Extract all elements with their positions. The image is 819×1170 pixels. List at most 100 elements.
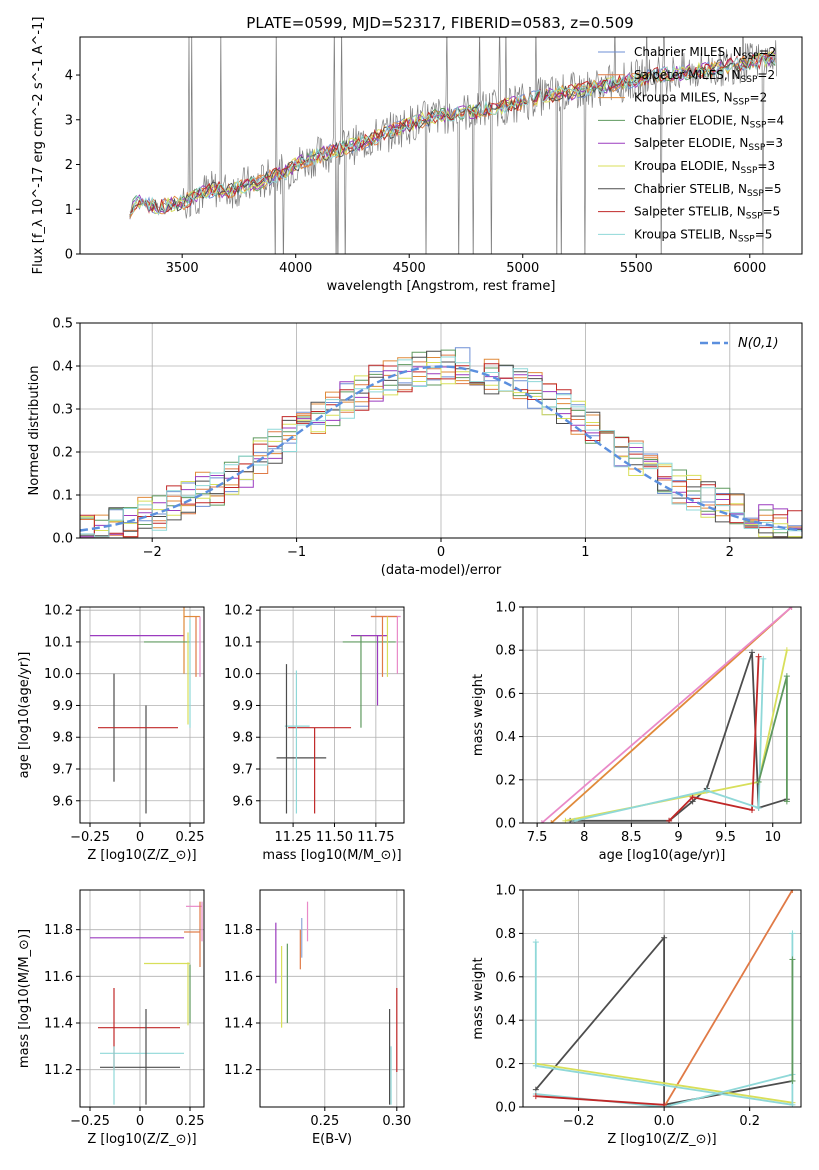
y-tick-label: 11.4 bbox=[44, 1017, 73, 1032]
y-axis-label: Flux [f_λ 10^-17 erg cm^-2 s^-1 A^-1] bbox=[31, 17, 46, 275]
spectrum-plot-area bbox=[129, 37, 777, 254]
mass_weight_vs_Z-axes: −0.2 0.0 0.2 0.0 0.2 0.4 0.6 0.8 1.0 Z [log10(Z/Z… bbox=[471, 884, 802, 1147]
residual-histogram-kroupa-elodie bbox=[80, 362, 802, 538]
mass-weight-line bbox=[663, 890, 794, 1107]
legend-value: =5 bbox=[755, 227, 773, 241]
x-tick-label: 5000 bbox=[506, 261, 539, 276]
x-tick-label: −2 bbox=[143, 545, 162, 560]
legend-entry: Chabrier MILES, NSSP=2 bbox=[634, 45, 776, 62]
residual-histogram-salpeter-stelib bbox=[80, 363, 802, 538]
x-axis-label: mass [log10(M/M_⊙)] bbox=[262, 848, 401, 863]
x-axis-label: wavelength [Angstrom, rest frame] bbox=[327, 279, 556, 294]
y-tick-label: 11.2 bbox=[44, 1063, 73, 1078]
y-tick-label: 9.6 bbox=[52, 794, 73, 809]
y-tick-label: 10.1 bbox=[44, 635, 73, 650]
legend-subscript: SSP bbox=[741, 75, 758, 85]
y-tick-label: 9.8 bbox=[232, 731, 253, 746]
y-tick-label: 0.6 bbox=[495, 970, 516, 985]
legend-value: =5 bbox=[764, 182, 782, 196]
y-tick-label: 11.6 bbox=[224, 970, 253, 985]
y-tick-label: 9.8 bbox=[52, 731, 73, 746]
x-tick-label: 11.25 bbox=[274, 830, 311, 845]
legend-subscript: SSP bbox=[746, 212, 763, 222]
residuals-axes: −2 −1 0 1 2 0.0 0.1 0.2 0.3 0.4 0.5 (data-model)/er… bbox=[27, 317, 803, 578]
legend-entry: Salpeter STELIB, NSSP=5 bbox=[634, 205, 780, 222]
mass-weight-line bbox=[535, 935, 793, 1106]
legend-value: =2 bbox=[750, 91, 768, 105]
y-tick-label: 9.9 bbox=[52, 699, 73, 714]
age_vs_mass-axes: 11.25 11.50 11.75 9.6 9.7 9.8 9.9 10.0 10.1 10.2 m… bbox=[224, 604, 405, 863]
y-tick-label: 0 bbox=[65, 248, 73, 263]
age_vs_Z-plot-area bbox=[90, 607, 201, 814]
y-tick-label: 4 bbox=[65, 69, 73, 84]
y-tick-label: 9.6 bbox=[232, 794, 253, 809]
legend-entry: Kroupa ELODIE, NSSP=3 bbox=[634, 159, 775, 176]
legend-value: =3 bbox=[757, 159, 775, 173]
x-axis-label: age [log10(age/yr)] bbox=[599, 848, 726, 863]
x-tick-label: 0.2 bbox=[739, 1114, 760, 1129]
age_vs_Z-frame bbox=[79, 606, 205, 824]
x-tick-label: 0 bbox=[136, 1114, 144, 1129]
x-tick-label: 0.0 bbox=[654, 1114, 675, 1129]
y-tick-label: 0.8 bbox=[495, 644, 516, 659]
x-axis-label: Z [log10(Z/Z_⊙)] bbox=[87, 848, 196, 863]
x-tick-label: 5500 bbox=[620, 261, 653, 276]
x-tick-label: 3500 bbox=[166, 261, 199, 276]
y-axis-label: age [log10(age/yr)] bbox=[17, 652, 32, 779]
y-tick-label: 0.6 bbox=[495, 687, 516, 702]
legend-entry: Salpeter MILES, NSSP=2 bbox=[634, 68, 775, 85]
y-tick-label: 10.0 bbox=[224, 667, 253, 682]
x-tick-label: 0 bbox=[136, 830, 144, 845]
y-tick-label: 0.2 bbox=[495, 1057, 516, 1072]
y-tick-label: 11.8 bbox=[44, 923, 73, 938]
x-axis-label: (data-model)/error bbox=[381, 563, 502, 578]
legend-subscript: SSP bbox=[741, 166, 758, 176]
mass_vs_Z-plot-area bbox=[90, 901, 203, 1105]
y-axis-label: Normed distribution bbox=[27, 366, 42, 496]
mass_vs_EBV-axes: 0.25 0.30 11.2 11.4 11.6 11.8 E(B-V) bbox=[224, 889, 411, 1147]
normal-distribution-curve bbox=[80, 365, 802, 532]
y-tick-label: 11.6 bbox=[44, 970, 73, 985]
x-tick-label: −0.2 bbox=[563, 1114, 595, 1129]
y-tick-label: 10.2 bbox=[224, 604, 253, 619]
x-tick-label: 1 bbox=[581, 545, 589, 560]
model-spectrum-chabrier-stelib bbox=[129, 52, 776, 216]
y-tick-label: 9.7 bbox=[232, 763, 253, 778]
legend-entry: N(0,1) bbox=[738, 336, 779, 351]
y-axis-label: mass weight bbox=[471, 674, 486, 756]
y-tick-label: 0.3 bbox=[52, 403, 73, 418]
mass_vs_Z-frame bbox=[79, 889, 205, 1108]
y-tick-label: 0.4 bbox=[495, 1014, 516, 1029]
x-tick-label: 8 bbox=[580, 830, 588, 845]
legend-entry: Salpeter ELODIE, NSSP=3 bbox=[634, 136, 783, 153]
y-tick-label: 10.1 bbox=[224, 635, 253, 650]
mass_weight_vs_Z-frame bbox=[522, 889, 802, 1108]
residual-histogram-kroupa-stelib bbox=[80, 356, 802, 538]
x-tick-label: 10 bbox=[764, 830, 781, 845]
x-tick-label: 11.50 bbox=[316, 830, 353, 845]
mass-weight-line bbox=[668, 656, 760, 822]
x-axis-label: E(B-V) bbox=[312, 1132, 352, 1147]
y-tick-label: 3 bbox=[65, 113, 73, 128]
legend-subscript: SSP bbox=[750, 120, 767, 130]
x-tick-label: 4000 bbox=[279, 261, 312, 276]
legend-entry: Kroupa MILES, NSSP=2 bbox=[634, 91, 767, 108]
x-tick-label: −1 bbox=[287, 545, 306, 560]
x-tick-label: 9.5 bbox=[715, 830, 736, 845]
x-tick-label: −0.25 bbox=[70, 1114, 110, 1129]
x-tick-label: 11.75 bbox=[357, 830, 394, 845]
legend-subscript: SSP bbox=[742, 52, 759, 62]
y-tick-label: 0.8 bbox=[495, 927, 516, 942]
mass-weight-line bbox=[535, 1062, 793, 1104]
model-spectrum-salpeter-stelib bbox=[129, 53, 776, 216]
y-tick-label: 2 bbox=[65, 158, 73, 173]
mass-weight-line bbox=[541, 607, 793, 823]
legend-value: =5 bbox=[763, 205, 781, 219]
x-axis-label: Z [log10(Z/Z_⊙)] bbox=[607, 1132, 716, 1147]
mass_weight_vs_Z-plot-area bbox=[532, 890, 796, 1107]
legend-subscript: SSP bbox=[738, 234, 755, 244]
legend-entry: Chabrier STELIB, NSSP=5 bbox=[634, 182, 782, 199]
x-tick-label: 0 bbox=[437, 545, 445, 560]
x-tick-label: −0.25 bbox=[70, 830, 110, 845]
